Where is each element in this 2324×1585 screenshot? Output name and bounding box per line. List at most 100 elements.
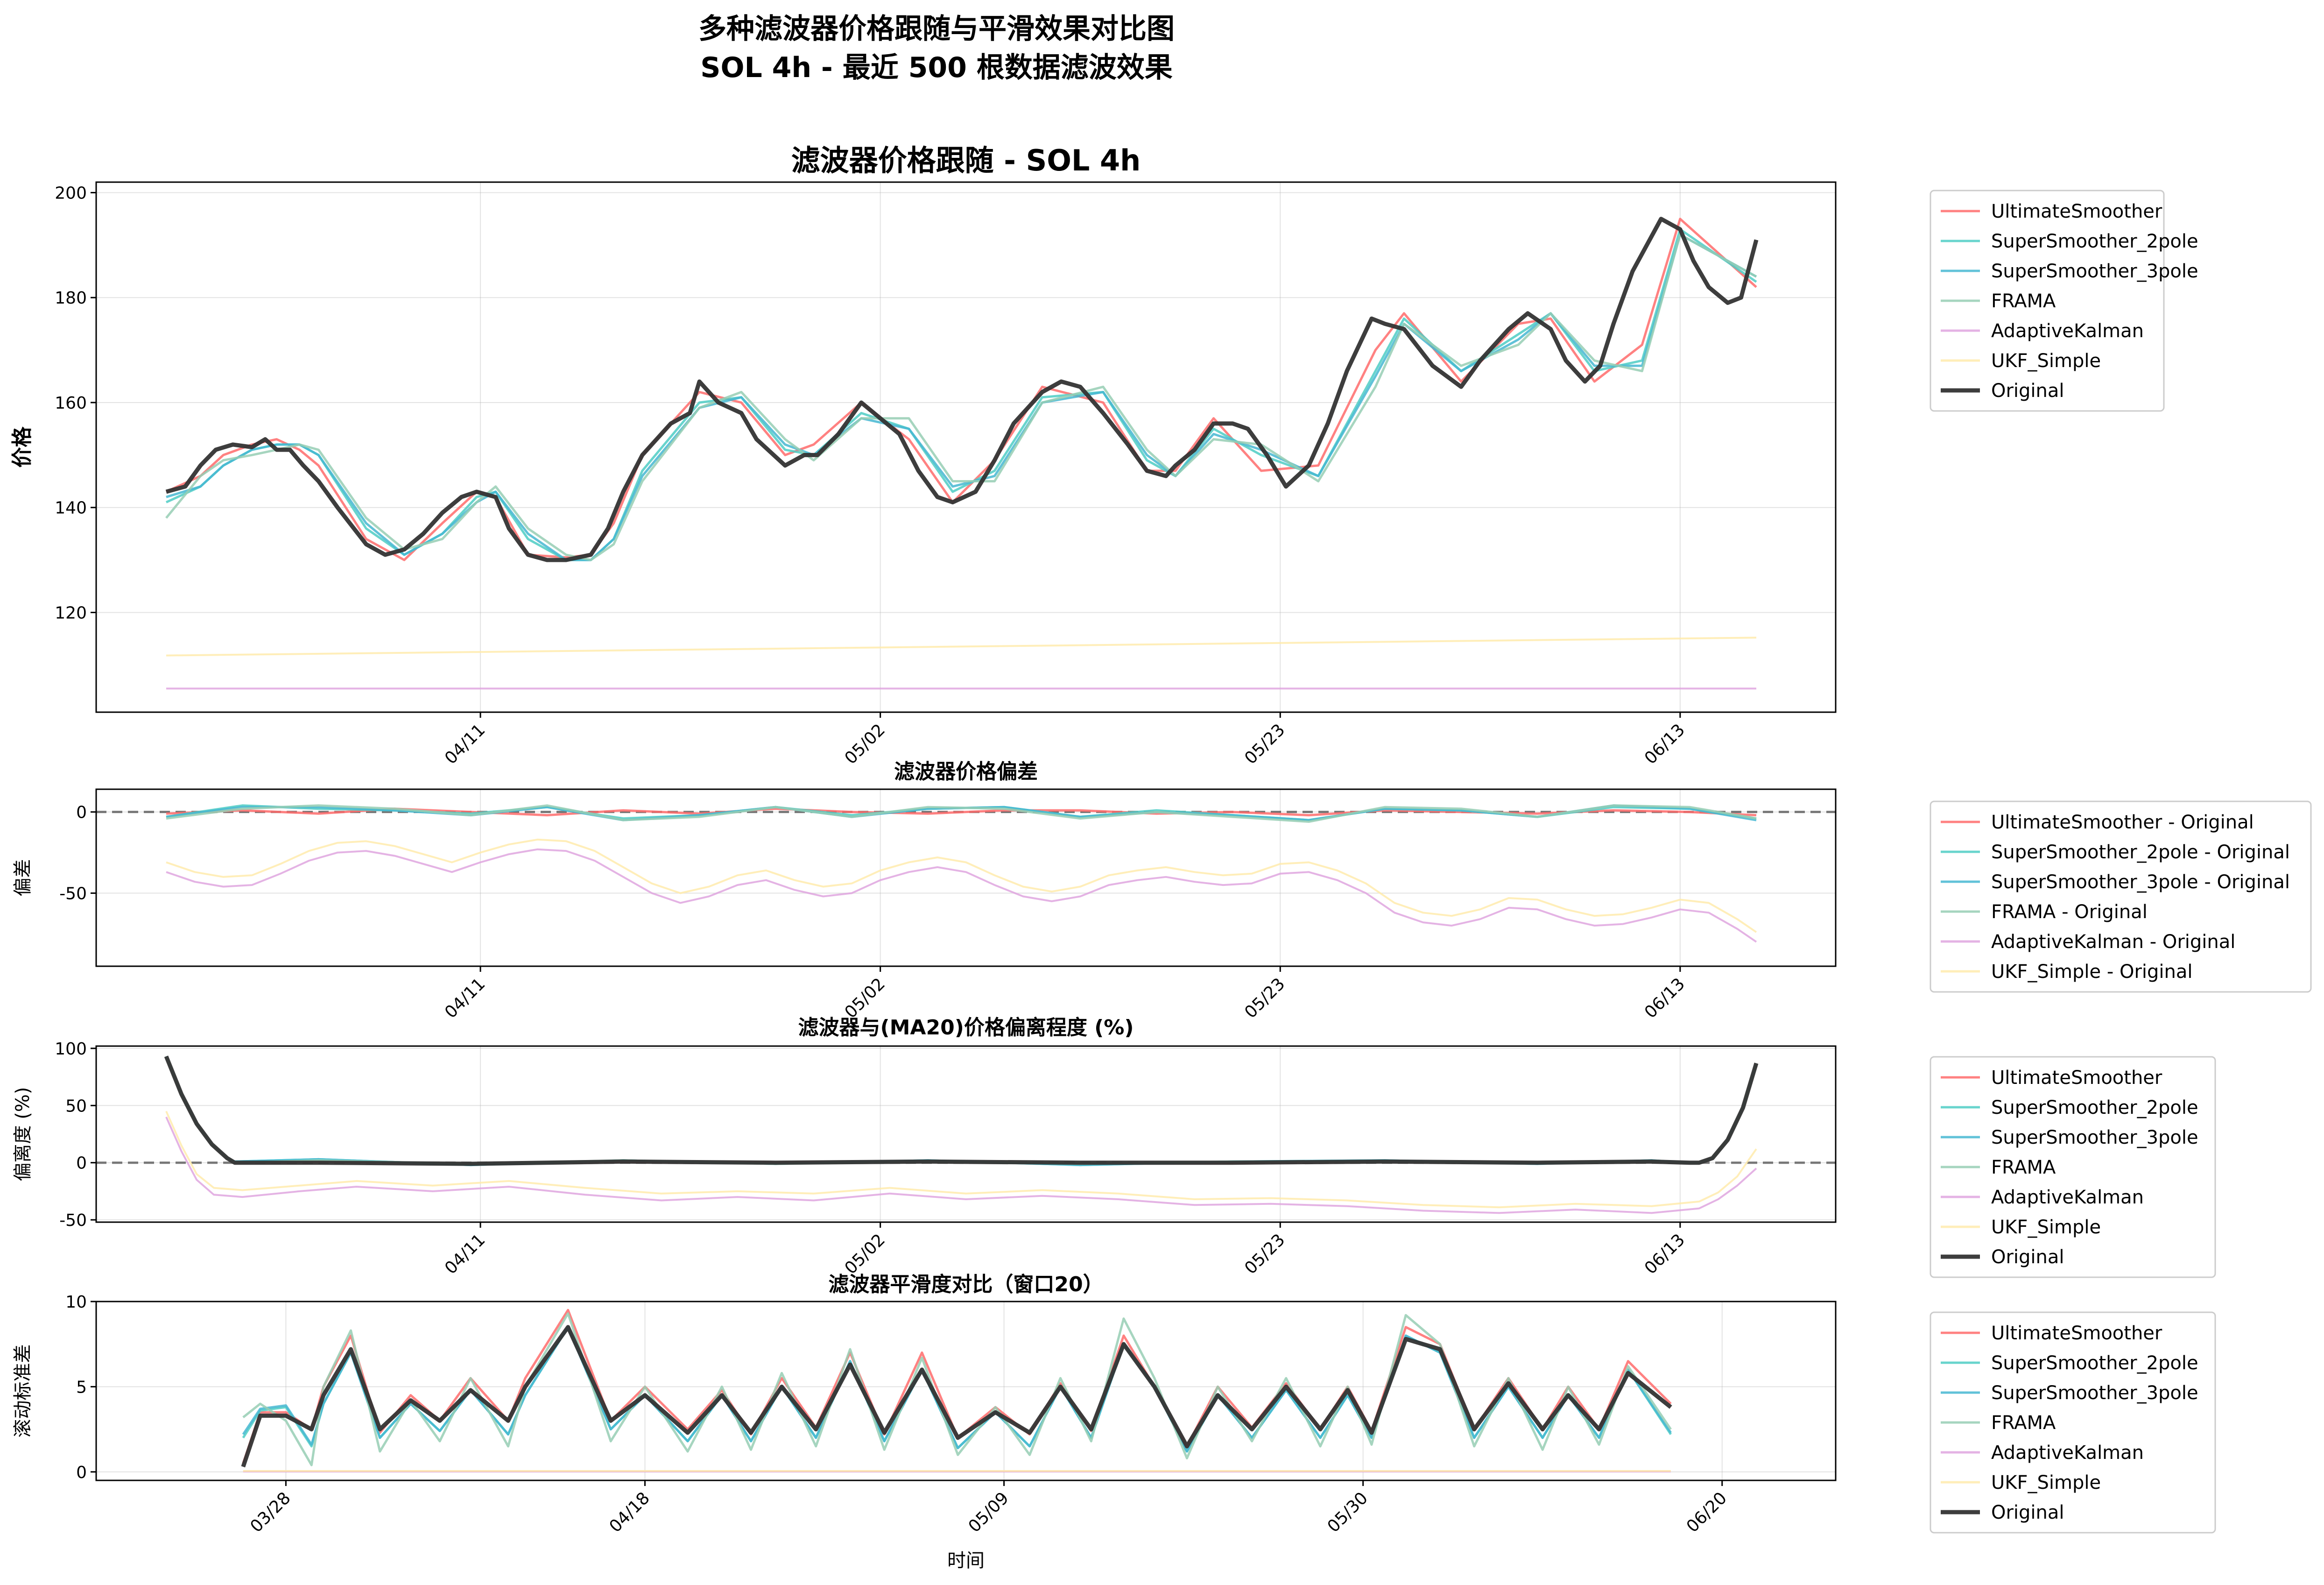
legend-label: Original bbox=[1991, 1502, 2064, 1523]
series-line-ukf_simple bbox=[165, 1111, 1757, 1209]
x-axis-label: 时间 bbox=[947, 1550, 985, 1571]
legend-label: AdaptiveKalman bbox=[1991, 1187, 2144, 1208]
x-tick-label: 06/13 bbox=[1641, 720, 1689, 768]
legend-box bbox=[1930, 800, 2312, 993]
series-line-ultimatesmoother bbox=[242, 1309, 1672, 1464]
series-line-frama bbox=[165, 233, 1757, 561]
panel-title: 滤波器价格跟随 - SOL 4h bbox=[791, 143, 1141, 177]
legend-label: UKF_Simple - Original bbox=[1991, 961, 2192, 983]
y-tick-label: 0 bbox=[76, 1154, 87, 1173]
x-tick-label: 04/11 bbox=[441, 1230, 489, 1278]
x-tick-label: 05/02 bbox=[841, 1230, 889, 1278]
y-axis-label: 滚动标准差 bbox=[12, 1344, 34, 1438]
x-tick-label: 04/11 bbox=[441, 720, 489, 768]
y-tick-label: -50 bbox=[59, 884, 87, 904]
legend-label: AdaptiveKalman bbox=[1991, 320, 2144, 342]
figure-title-line-2: SOL 4h - 最近 500 根数据滤波效果 bbox=[700, 51, 1173, 84]
y-tick-label: 10 bbox=[65, 1293, 87, 1312]
panel-vol: 0 5 10 03/28 04/18 05/09 05/30 06/20 滤波器平滑度对比（窗口… bbox=[12, 1273, 2216, 1571]
legend: UltimateSmoother SuperSmoother_2pole Super… bbox=[1930, 190, 2198, 412]
y-axis-label: 偏离度 (%) bbox=[12, 1087, 34, 1182]
series-line-supersmoother_3pole bbox=[165, 1056, 1758, 1167]
axes-frame bbox=[95, 1301, 1837, 1481]
series-line-frama-original bbox=[166, 804, 1757, 823]
legend-label: SuperSmoother_2pole - Original bbox=[1991, 842, 2290, 863]
legend-label: UKF_Simple bbox=[1991, 1472, 2101, 1493]
legend-label: FRAMA bbox=[1991, 1157, 2056, 1178]
x-tick-label: 04/11 bbox=[441, 974, 489, 1022]
series-line-frama bbox=[165, 1056, 1758, 1165]
y-axis-label: 偏差 bbox=[12, 859, 34, 897]
legend-box bbox=[1930, 190, 2165, 412]
x-tick-label: 05/30 bbox=[1324, 1488, 1372, 1536]
x-tick-label: 06/13 bbox=[1641, 1230, 1689, 1278]
legend-label: Original bbox=[1991, 380, 2064, 402]
legend-label: SuperSmoother_2pole bbox=[1991, 1352, 2198, 1374]
series-line-ultimatesmoother bbox=[165, 1056, 1758, 1165]
axes-frame bbox=[95, 181, 1837, 713]
y-tick-label: 180 bbox=[55, 289, 87, 308]
y-tick-label: 100 bbox=[55, 1040, 87, 1059]
x-tick-label: 05/09 bbox=[965, 1488, 1013, 1536]
legend-label: AdaptiveKalman bbox=[1991, 1442, 2144, 1464]
legend-box bbox=[1930, 1311, 2216, 1534]
legend-label: SuperSmoother_3pole bbox=[1991, 1382, 2198, 1404]
legend-label: UKF_Simple bbox=[1991, 1217, 2101, 1238]
legend-label: AdaptiveKalman - Original bbox=[1991, 931, 2235, 953]
x-tick-label: 05/02 bbox=[841, 974, 889, 1022]
series-line-adaptivekalman-original bbox=[166, 848, 1757, 943]
series-line-supersmoother_2pole bbox=[165, 228, 1757, 561]
axes-frame bbox=[95, 1045, 1837, 1223]
axes-frame bbox=[95, 788, 1837, 967]
legend: UltimateSmoother - Original SuperSmoother… bbox=[1930, 800, 2312, 993]
series-line-ukf_simple bbox=[166, 637, 1757, 657]
series-line-supersmoother_2pole bbox=[165, 1056, 1758, 1167]
y-tick-label: 160 bbox=[55, 394, 87, 413]
legend-box bbox=[1930, 1056, 2216, 1278]
legend-label: FRAMA bbox=[1991, 1412, 2056, 1434]
x-tick-label: 05/23 bbox=[1241, 974, 1289, 1022]
series-line-supersmoother_3pole bbox=[166, 233, 1757, 561]
panel-ma20: -50 0 50 100 04/11 05/02 05/23 06/13 滤波器与(MA20)价… bbox=[12, 1016, 2216, 1278]
series-line-original bbox=[165, 217, 1759, 562]
legend: UltimateSmoother SuperSmoother_2pole Super… bbox=[1930, 1311, 2216, 1534]
legend-label: Original bbox=[1991, 1246, 2064, 1268]
y-tick-label: 200 bbox=[55, 184, 87, 203]
y-tick-label: 0 bbox=[76, 1463, 87, 1482]
x-tick-label: 05/23 bbox=[1241, 1230, 1289, 1278]
legend-label: UltimateSmoother bbox=[1991, 1067, 2162, 1089]
legend-label: UKF_Simple bbox=[1991, 350, 2101, 372]
series-line-original bbox=[164, 1055, 1759, 1166]
y-tick-label: 5 bbox=[76, 1378, 87, 1397]
legend-label: SuperSmoother_2pole bbox=[1991, 231, 2198, 252]
x-tick-label: 04/18 bbox=[606, 1488, 653, 1536]
y-tick-label: 50 bbox=[65, 1097, 87, 1116]
y-tick-label: 140 bbox=[55, 499, 87, 518]
panel-title: 滤波器价格偏差 bbox=[894, 760, 1038, 784]
series-line-ultimatesmoother bbox=[165, 218, 1757, 561]
panel-title: 滤波器与(MA20)价格偏离程度 (%) bbox=[798, 1016, 1134, 1040]
legend-label: UltimateSmoother bbox=[1991, 201, 2162, 222]
legend-label: SuperSmoother_3pole bbox=[1991, 261, 2198, 282]
legend-label: FRAMA - Original bbox=[1991, 901, 2148, 923]
y-tick-label: 120 bbox=[55, 603, 87, 623]
series-line-adaptivekalman bbox=[165, 1116, 1757, 1214]
legend-label: UltimateSmoother bbox=[1991, 1323, 2162, 1344]
x-tick-label: 06/13 bbox=[1641, 974, 1689, 1022]
x-tick-label: 06/20 bbox=[1683, 1488, 1731, 1536]
legend-label: SuperSmoother_3pole - Original bbox=[1991, 871, 2290, 893]
series-line-ukf_simple-original bbox=[166, 838, 1757, 933]
series-line-original bbox=[241, 1325, 1672, 1468]
legend-label: SuperSmoother_2pole bbox=[1991, 1097, 2198, 1118]
figure-title-line-1: 多种滤波器价格跟随与平滑效果对比图 bbox=[698, 13, 1175, 45]
x-tick-label: 05/02 bbox=[841, 720, 889, 768]
y-tick-label: -50 bbox=[59, 1211, 87, 1230]
legend: UltimateSmoother SuperSmoother_2pole Super… bbox=[1930, 1056, 2216, 1278]
x-tick-label: 03/28 bbox=[246, 1488, 294, 1536]
legend-label: FRAMA bbox=[1991, 290, 2056, 312]
legend-label: SuperSmoother_3pole bbox=[1991, 1127, 2198, 1148]
panel-price: 120 140 160 180 200 04/11 05/02 05/23 06/13 滤波器价格… bbox=[10, 143, 2198, 768]
panel-title: 滤波器平滑度对比（窗口20） bbox=[828, 1273, 1103, 1296]
